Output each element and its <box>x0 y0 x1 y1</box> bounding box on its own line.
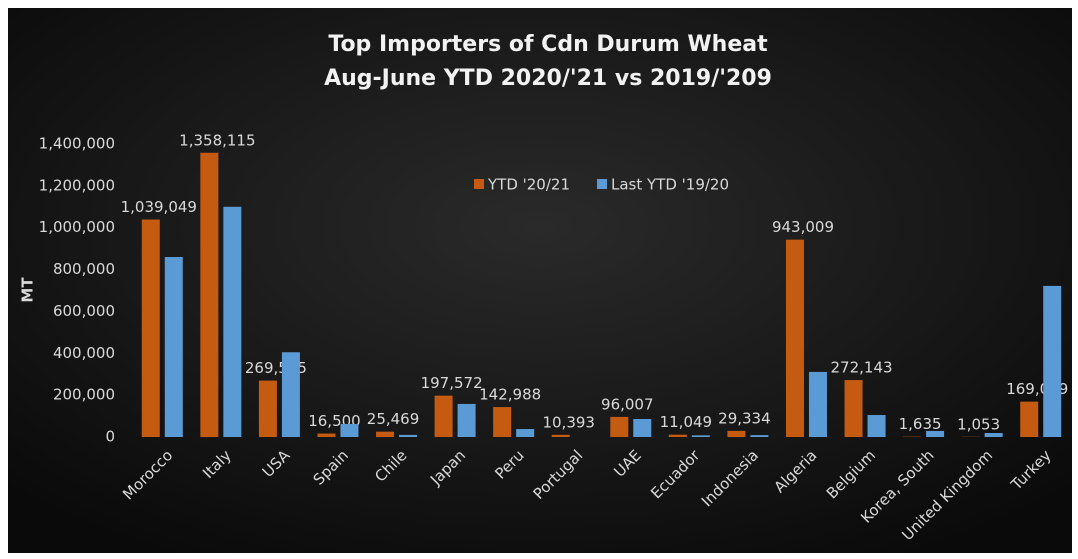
bar <box>516 429 535 437</box>
data-label: 25,469 <box>367 410 420 428</box>
data-label: 1,635 <box>899 415 942 433</box>
legend-swatch <box>597 179 607 189</box>
chart-title: Top Importers of Cdn Durum Wheat <box>328 32 768 57</box>
bar <box>376 431 395 437</box>
bar <box>200 152 219 437</box>
y-tick-label: 1,400,000 <box>39 135 115 153</box>
bar <box>867 415 886 437</box>
legend-label: Last YTD '19/20 <box>611 176 729 194</box>
bar <box>633 419 652 437</box>
data-label: 1,039,049 <box>121 198 197 216</box>
data-label: 943,009 <box>772 218 834 236</box>
bar <box>164 257 183 437</box>
bar <box>844 380 863 437</box>
bar <box>223 206 242 437</box>
bar <box>493 407 512 437</box>
bar <box>281 352 300 437</box>
data-label: 142,988 <box>479 386 541 404</box>
chart-background <box>8 8 1072 553</box>
bar <box>340 424 359 437</box>
y-tick-label: 0 <box>105 428 115 446</box>
y-tick-label: 1,000,000 <box>39 218 115 236</box>
bar <box>727 430 746 437</box>
y-tick-label: 400,000 <box>53 344 115 362</box>
bar <box>258 380 277 437</box>
data-label: 10,393 <box>542 413 595 431</box>
bar <box>691 435 710 437</box>
y-tick-label: 1,200,000 <box>39 176 115 194</box>
data-label: 197,572 <box>421 374 483 392</box>
data-label: 11,049 <box>660 413 713 431</box>
bar <box>399 434 418 437</box>
bar <box>457 403 476 437</box>
bar <box>434 395 453 437</box>
data-label: 1,053 <box>957 415 1000 433</box>
legend-label: YTD '20/21 <box>487 176 570 194</box>
y-tick-label: 800,000 <box>53 260 115 278</box>
data-label: 1,358,115 <box>179 131 255 149</box>
y-tick-label: 600,000 <box>53 302 115 320</box>
data-label: 96,007 <box>601 395 654 413</box>
y-axis-label: MT <box>19 277 37 303</box>
bar <box>1020 401 1039 437</box>
bar <box>141 219 160 437</box>
legend-swatch <box>474 179 484 189</box>
bar <box>808 371 827 437</box>
bar <box>1043 285 1062 437</box>
bar <box>551 434 570 437</box>
bar <box>926 430 945 437</box>
y-tick-label: 200,000 <box>53 386 115 404</box>
bar <box>750 435 769 437</box>
bar <box>668 434 687 437</box>
bar <box>317 433 336 437</box>
bar <box>610 416 629 437</box>
chart-subtitle: Aug-June YTD 2020/'21 vs 2019/'209 <box>324 66 772 91</box>
data-label: 29,334 <box>718 409 771 427</box>
bar <box>785 239 804 437</box>
bar <box>984 433 1003 437</box>
data-label: 272,143 <box>831 359 893 377</box>
